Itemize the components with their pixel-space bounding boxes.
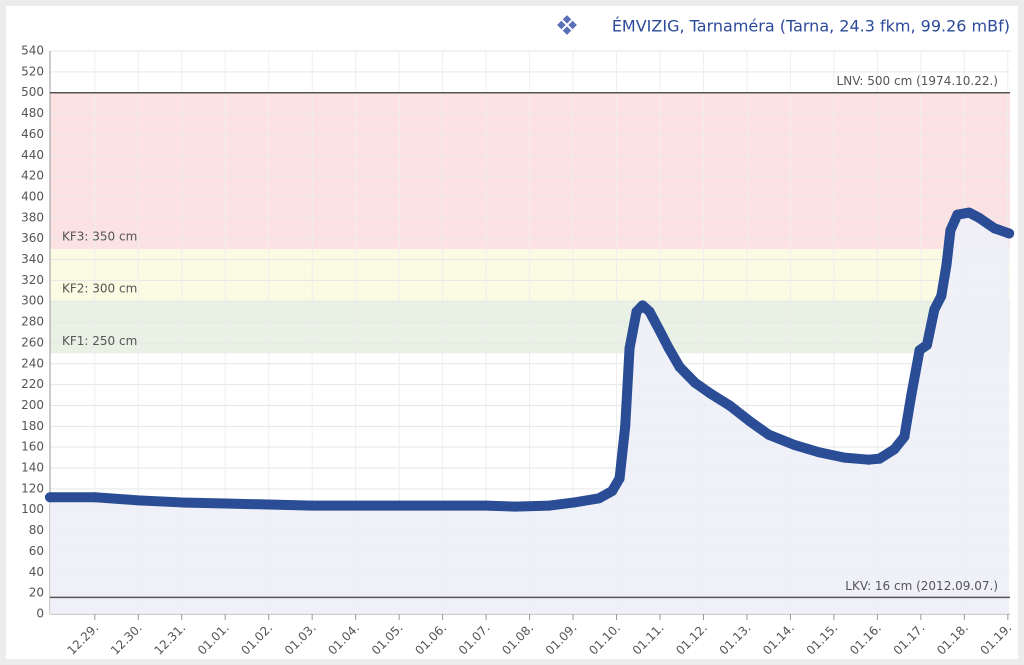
- y-tick-label: 80: [29, 523, 44, 537]
- point: [569, 497, 580, 508]
- point: [644, 306, 655, 317]
- y-tick-label: 380: [21, 210, 44, 224]
- point: [220, 498, 231, 509]
- point: [674, 361, 685, 372]
- point: [964, 207, 975, 218]
- plot: 0 20 40 60 80 100 120 140 160 180 200 220 240 260 280 3…: [21, 44, 1014, 658]
- y-tick-label: 480: [21, 106, 44, 120]
- y-tick-label: 420: [21, 169, 44, 183]
- point: [263, 499, 274, 510]
- point: [689, 377, 700, 388]
- point: [704, 387, 715, 398]
- point: [929, 304, 940, 315]
- point: [874, 453, 885, 464]
- y-tick-label: 440: [21, 148, 44, 162]
- y-tick-label: 540: [21, 44, 44, 58]
- point: [863, 454, 874, 465]
- point: [906, 390, 917, 401]
- point: [481, 500, 492, 511]
- y-tick-label: 460: [21, 127, 44, 141]
- y-tick-label: 0: [36, 607, 44, 621]
- point: [607, 485, 618, 496]
- y-tick-label: 120: [21, 481, 44, 495]
- point: [544, 500, 555, 511]
- point: [133, 495, 144, 506]
- plot-line-label: LNV: 500 cm (1974.10.22.): [837, 74, 998, 88]
- point: [936, 291, 947, 302]
- point: [45, 492, 55, 503]
- y-tick-label: 520: [21, 64, 44, 78]
- plot-line-label: LKV: 16 cm (2012.09.07.): [845, 579, 998, 593]
- point: [176, 497, 187, 508]
- y-tick-label: 300: [21, 294, 44, 308]
- point: [763, 429, 774, 440]
- band-label: KF3: 350 cm: [62, 230, 137, 244]
- chart-title: ÉMVIZIG, Tarnaméra (Tarna, 24.3 fkm, 99.…: [612, 17, 1010, 36]
- point: [631, 306, 642, 317]
- point: [637, 300, 648, 311]
- y-tick-label: 280: [21, 315, 44, 329]
- point: [989, 223, 1000, 234]
- point: [814, 447, 825, 458]
- y-tick-label: 60: [29, 544, 44, 558]
- point: [941, 259, 952, 270]
- y-tick-label: 160: [21, 440, 44, 454]
- band-label: KF1: 250 cm: [62, 334, 137, 348]
- point: [899, 431, 910, 442]
- point: [509, 501, 520, 512]
- y-tick-label: 400: [21, 189, 44, 203]
- point: [945, 225, 956, 236]
- point: [1004, 228, 1015, 239]
- point: [307, 500, 318, 511]
- point: [889, 444, 900, 455]
- point: [624, 343, 635, 354]
- area: [50, 212, 1010, 614]
- y-tick-label: 360: [21, 231, 44, 245]
- y-tick-label: 260: [21, 335, 44, 349]
- point: [744, 416, 755, 427]
- y-tick-label: 140: [21, 461, 44, 475]
- point: [789, 440, 800, 451]
- y-tick-label: 220: [21, 377, 44, 391]
- point: [89, 492, 100, 503]
- y-tick-label: 20: [29, 586, 44, 600]
- y-tick-label: 40: [29, 565, 44, 579]
- point: [663, 343, 674, 354]
- y-tick-label: 200: [21, 398, 44, 412]
- point: [921, 340, 932, 351]
- point: [974, 212, 985, 223]
- point: [724, 400, 735, 411]
- point: [394, 500, 405, 511]
- y-tick-label: 500: [21, 85, 44, 99]
- point: [620, 421, 631, 432]
- y-tick-label: 100: [21, 502, 44, 516]
- point: [594, 493, 605, 504]
- y-tick-label: 340: [21, 252, 44, 266]
- point: [614, 473, 625, 484]
- y-tick-label: 180: [21, 419, 44, 433]
- point: [914, 345, 925, 356]
- point: [952, 209, 963, 220]
- point: [654, 325, 665, 336]
- y-tick-label: 240: [21, 356, 44, 370]
- band-label: KF2: 300 cm: [62, 282, 137, 296]
- point: [839, 452, 850, 463]
- y-tick-label: 320: [21, 273, 44, 287]
